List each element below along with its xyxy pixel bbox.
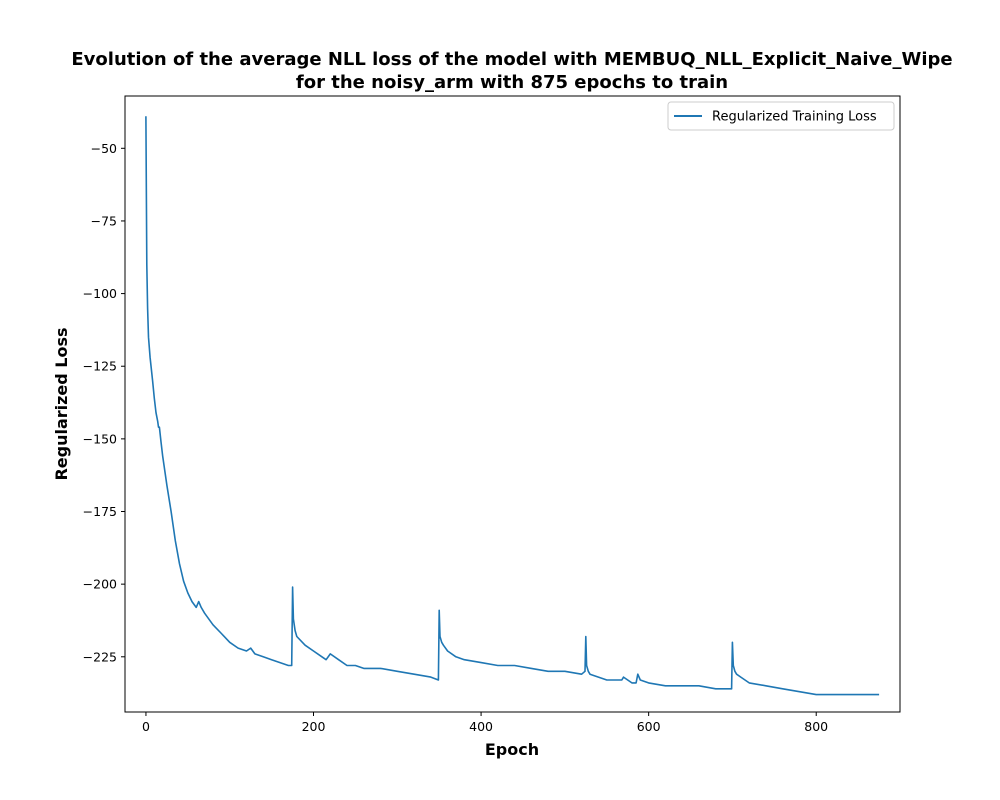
x-tick-label: 200 xyxy=(302,719,326,734)
x-axis-label: Epoch xyxy=(485,740,539,759)
x-tick-label: 800 xyxy=(804,719,828,734)
chart-title-line-2: for the noisy_arm with 875 epochs to tra… xyxy=(296,72,728,93)
x-tick-label: 600 xyxy=(637,719,661,734)
series-line-0 xyxy=(145,116,880,696)
y-tick-label: −50 xyxy=(91,141,117,156)
legend-box xyxy=(667,101,895,131)
y-tick-label: −200 xyxy=(83,577,117,592)
legend-label: Regularized Training Loss xyxy=(712,110,877,125)
y-tick-label: −225 xyxy=(83,649,117,664)
chart-title-line-1: Evolution of the average NLL loss of the… xyxy=(71,49,952,70)
y-tick-label: −75 xyxy=(91,213,117,228)
y-tick-label: −125 xyxy=(83,359,117,374)
y-tick-label: −100 xyxy=(83,286,117,301)
y-tick-label: −150 xyxy=(83,431,117,446)
plot-area: 0 200 400 600 800 −50 −75 −100 −125 −150 −175 −200 −… xyxy=(83,95,901,734)
plot-frame xyxy=(124,95,901,713)
x-tick-label: 0 xyxy=(142,719,150,734)
y-tick-label: −175 xyxy=(83,504,117,519)
x-tick-label: 400 xyxy=(469,719,493,734)
y-axis-label: Regularized Loss xyxy=(52,327,71,480)
